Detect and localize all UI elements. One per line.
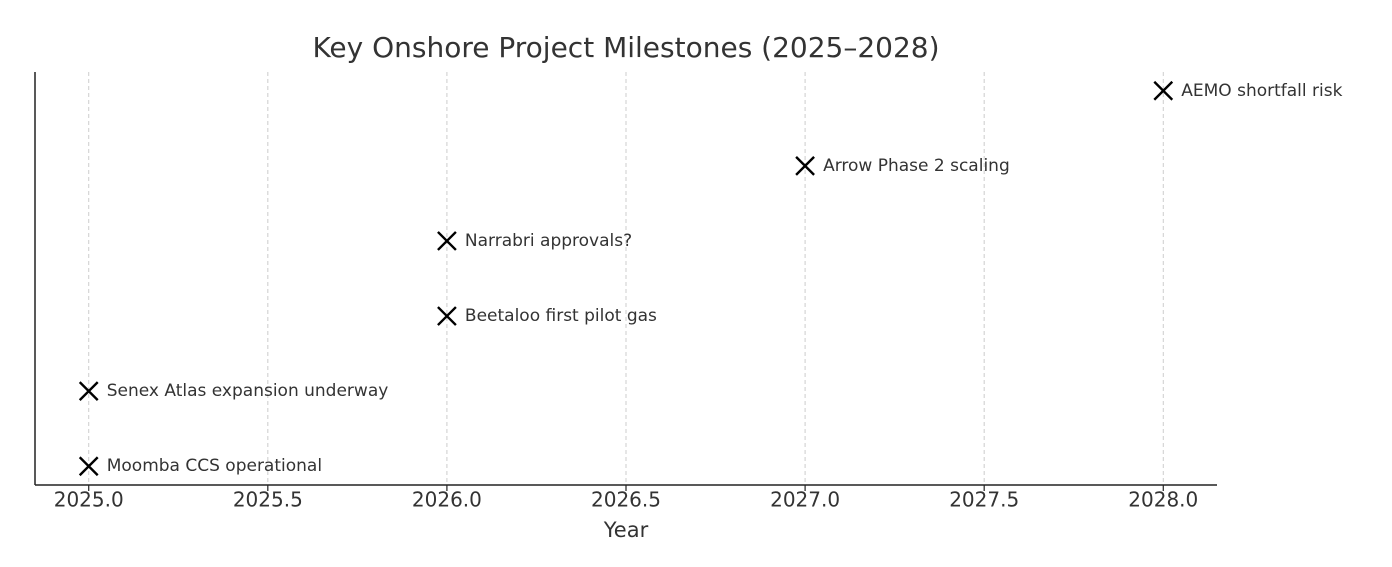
chart-title: Key Onshore Project Milestones (2025–202… bbox=[312, 31, 939, 64]
x-tick-label: 2026.0 bbox=[412, 488, 482, 512]
x-tick-label: 2025.5 bbox=[233, 488, 303, 512]
x-tick-label: 2027.5 bbox=[949, 488, 1019, 512]
milestone-label: Narrabri approvals? bbox=[465, 231, 632, 251]
milestone-marker bbox=[78, 381, 99, 401]
milestone-marker bbox=[1153, 80, 1174, 101]
milestone-marker bbox=[437, 306, 457, 326]
milestone-marker bbox=[795, 156, 815, 176]
milestone-marker bbox=[78, 456, 99, 477]
x-axis-label: Year bbox=[603, 518, 649, 542]
milestone-label: Senex Atlas expansion underway bbox=[107, 381, 389, 401]
milestone-label: Arrow Phase 2 scaling bbox=[823, 156, 1010, 176]
milestone-marker bbox=[437, 231, 457, 251]
x-tick-label: 2026.5 bbox=[591, 488, 661, 512]
milestone-label: Moomba CCS operational bbox=[107, 456, 322, 476]
x-tick-label: 2025.0 bbox=[54, 488, 124, 512]
x-tick-label: 2028.0 bbox=[1128, 488, 1198, 512]
milestone-label: AEMO shortfall risk bbox=[1181, 81, 1342, 101]
x-tick-label: 2027.0 bbox=[770, 488, 840, 512]
milestone-label: Beetaloo first pilot gas bbox=[465, 306, 657, 326]
